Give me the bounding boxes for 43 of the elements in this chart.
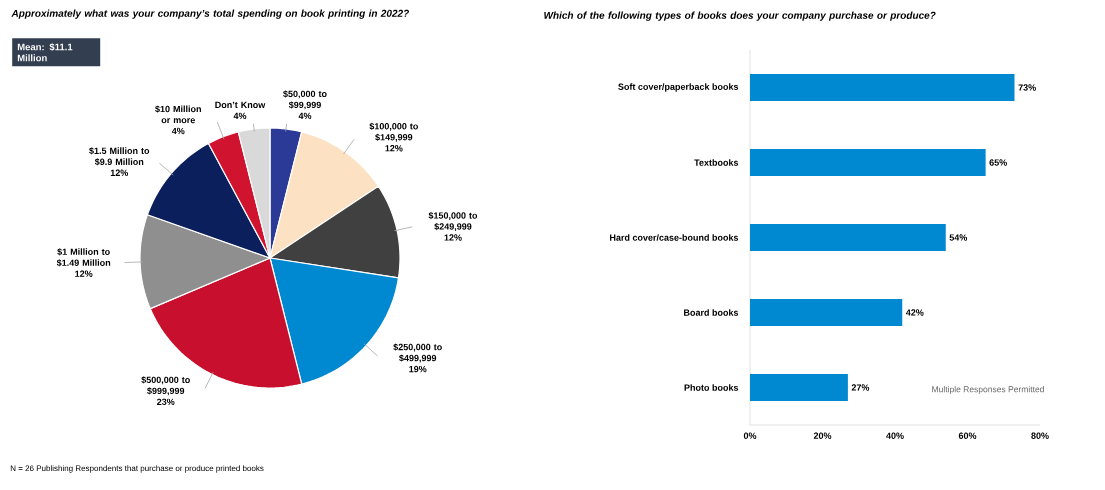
- data-label: 19%: [409, 365, 427, 373]
- slice-label: Don’t Know: [215, 101, 266, 109]
- text: Mean: $11.1 Million: [17, 43, 73, 62]
- data-label: 65%: [989, 159, 1007, 166]
- x-tick-label: 40%: [886, 432, 904, 439]
- chart-title: Which of the following types of books does your company purchase or produce?: [544, 11, 936, 21]
- slice-label: $500,000 to $999,999: [141, 376, 190, 396]
- data-label: 12%: [75, 270, 93, 277]
- annotation: Multiple Responses Permitted: [932, 386, 1044, 394]
- data-label: 4%: [298, 112, 312, 120]
- slice-label: $1.5 Million to $9.9 Million: [89, 147, 150, 166]
- bar: [750, 374, 848, 402]
- text: N = 26 Publishing Respondents that purchase or produce printed books: [10, 465, 264, 473]
- data-label: 23%: [157, 398, 175, 406]
- data-label: 12%: [444, 234, 462, 241]
- y-tick-label: Textbooks: [694, 159, 739, 166]
- slice-label: $250,000 to $499,999: [393, 343, 442, 363]
- slice-label: $100,000 to $149,999: [369, 122, 418, 142]
- x-tick-label: 80%: [1031, 432, 1049, 439]
- data-label: 42%: [905, 309, 924, 316]
- y-tick-label: Photo books: [684, 384, 739, 391]
- x-tick-label: 20%: [813, 432, 832, 439]
- bar: [750, 149, 986, 176]
- y-tick-label: Hard cover/case-bound books: [610, 234, 739, 241]
- slice-label: $1 Million to $1.49 Million: [56, 248, 111, 267]
- bar: [750, 299, 903, 326]
- data-label: 54%: [949, 234, 968, 241]
- x-tick-label: 60%: [958, 432, 977, 439]
- chart-title: Approximately what was your company’s total spending on book printing in 2022?: [11, 9, 409, 19]
- y-tick-label: Soft cover/paperback books: [618, 83, 739, 92]
- slice-label: $50,000 to $99,999: [283, 90, 327, 110]
- data-label: 73%: [1018, 84, 1036, 91]
- slice-label: $150,000 to $249,999: [428, 211, 478, 231]
- bar: [750, 74, 1015, 101]
- y-tick-label: Board books: [684, 309, 739, 316]
- bar: [750, 224, 946, 251]
- x-tick-label: 0%: [743, 432, 757, 439]
- data-label: 27%: [851, 384, 870, 391]
- slice-label: $10 Million or more: [155, 105, 201, 124]
- data-label: 4%: [233, 112, 247, 120]
- data-label: 4%: [171, 127, 185, 135]
- data-label: 12%: [110, 169, 129, 176]
- data-label: 12%: [385, 145, 403, 152]
